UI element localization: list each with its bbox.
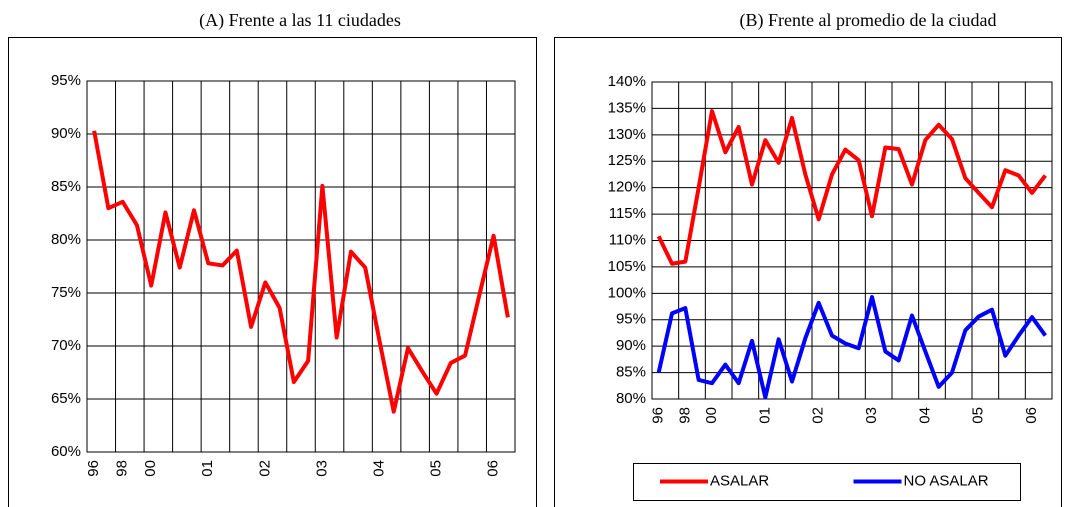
y-tick-label: 130% <box>608 126 646 143</box>
x-tick-label: 00 <box>142 460 159 477</box>
x-tick-label: 00 <box>703 407 720 424</box>
x-tick-label: 96 <box>85 460 102 477</box>
y-tick-label: 80% <box>51 231 81 248</box>
legend-frame <box>633 463 1021 501</box>
y-tick-label: 110% <box>609 231 646 248</box>
y-tick-label: 90% <box>51 125 81 142</box>
chart-title: (B) Frente al promedio de la ciudad <box>740 10 997 31</box>
x-tick-label: 03 <box>313 460 330 477</box>
x-tick-label: 04 <box>916 407 933 424</box>
data-line <box>656 109 1047 266</box>
y-tick-label: 135% <box>608 99 646 116</box>
chart-title: (A) Frente a las 11 ciudades <box>199 10 401 31</box>
plot-frame <box>651 81 1053 400</box>
y-tick-label: 125% <box>608 152 646 169</box>
y-tick-label: 65% <box>51 390 81 407</box>
y-tick-label: 120% <box>608 179 646 196</box>
x-tick-label: 02 <box>810 407 827 424</box>
y-tick-label: 80% <box>616 390 646 407</box>
x-tick-label: 02 <box>256 460 273 477</box>
x-tick-label: 98 <box>114 460 131 477</box>
y-tick-label: 140% <box>608 73 646 90</box>
x-tick-label: 05 <box>428 460 445 477</box>
y-tick-label: 85% <box>616 364 646 381</box>
x-tick-label: 03 <box>863 407 880 424</box>
y-tick-label: 90% <box>616 337 646 354</box>
y-tick-label: 95% <box>51 72 81 89</box>
x-tick-label: 98 <box>676 407 693 424</box>
y-tick-label: 100% <box>608 284 646 301</box>
x-tick-label: 06 <box>485 460 502 477</box>
panel-frame <box>8 37 537 507</box>
y-tick-label: 75% <box>51 284 81 301</box>
x-tick-label: 01 <box>756 407 773 424</box>
panel-frame <box>554 37 1062 507</box>
data-line <box>92 130 510 414</box>
plot-frame <box>86 80 516 453</box>
x-tick-label: 01 <box>199 460 216 477</box>
x-tick-label: 05 <box>970 407 987 424</box>
x-tick-label: 06 <box>1023 407 1040 424</box>
y-tick-label: 70% <box>51 337 81 354</box>
x-tick-label: 04 <box>370 460 387 477</box>
legend-label: NO ASALAR <box>904 472 989 489</box>
y-tick-label: 85% <box>51 178 81 195</box>
y-tick-label: 115% <box>609 205 646 222</box>
y-tick-label: 105% <box>608 258 646 275</box>
legend-label: ASALAR <box>710 472 769 489</box>
x-tick-label: 96 <box>650 407 667 424</box>
y-tick-label: 60% <box>51 443 81 460</box>
y-tick-label: 95% <box>616 311 646 328</box>
data-line <box>656 295 1047 400</box>
